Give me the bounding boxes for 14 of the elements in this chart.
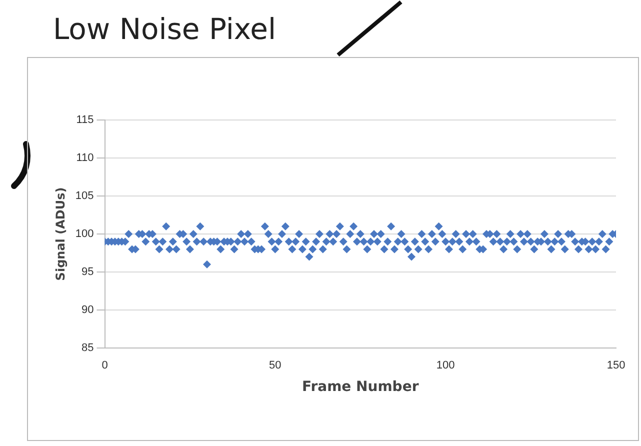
y-tick-label: 85 <box>82 342 94 354</box>
y-tick-label: 90 <box>82 304 94 316</box>
x-tick-label: 0 <box>102 360 108 372</box>
x-tick-label: 150 <box>606 360 626 372</box>
x-tick-label: 100 <box>436 360 455 372</box>
x-tick-label: 50 <box>269 360 282 372</box>
x-axis-title: Frame Number <box>302 379 419 396</box>
y-tick-label: 115 <box>76 114 94 126</box>
y-tick-label: 110 <box>76 152 94 164</box>
y-tick-label: 105 <box>75 190 94 202</box>
y-axis-title: Signal (ADUs) <box>53 187 68 281</box>
chart-title: Low Noise Pixel <box>53 12 276 46</box>
y-tick-label: 100 <box>75 228 94 240</box>
y-tick-label: 95 <box>82 266 94 278</box>
